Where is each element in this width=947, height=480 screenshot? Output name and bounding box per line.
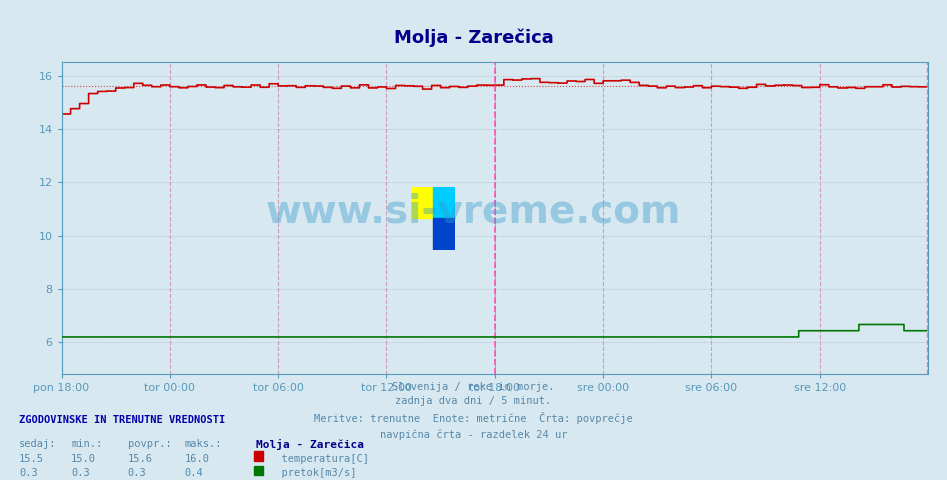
Text: 0.3: 0.3 [19,468,38,478]
Text: Molja - Zarečica: Molja - Zarečica [256,439,364,450]
Text: ZGODOVINSKE IN TRENUTNE VREDNOSTI: ZGODOVINSKE IN TRENUTNE VREDNOSTI [19,415,225,425]
Text: 0.4: 0.4 [185,468,204,478]
Text: 15.6: 15.6 [128,454,152,464]
Bar [412,187,434,218]
Text: pretok[m3/s]: pretok[m3/s] [269,468,356,478]
Text: 15.5: 15.5 [19,454,44,464]
Bar [434,218,455,250]
Text: min.:: min.: [71,439,102,449]
Bar [434,187,455,218]
Text: www.si-vreme.com: www.si-vreme.com [266,192,681,230]
Text: 0.3: 0.3 [71,468,90,478]
Text: Molja - Zarečica: Molja - Zarečica [394,29,553,48]
Text: temperatura[C]: temperatura[C] [269,454,369,464]
Text: Slovenija / reke in morje.
zadnja dva dni / 5 minut.
Meritve: trenutne  Enote: m: Slovenija / reke in morje. zadnja dva dn… [314,382,633,440]
Text: maks.:: maks.: [185,439,223,449]
Text: 15.0: 15.0 [71,454,96,464]
Text: povpr.:: povpr.: [128,439,171,449]
Text: 0.3: 0.3 [128,468,147,478]
Text: sedaj:: sedaj: [19,439,57,449]
Text: 16.0: 16.0 [185,454,209,464]
